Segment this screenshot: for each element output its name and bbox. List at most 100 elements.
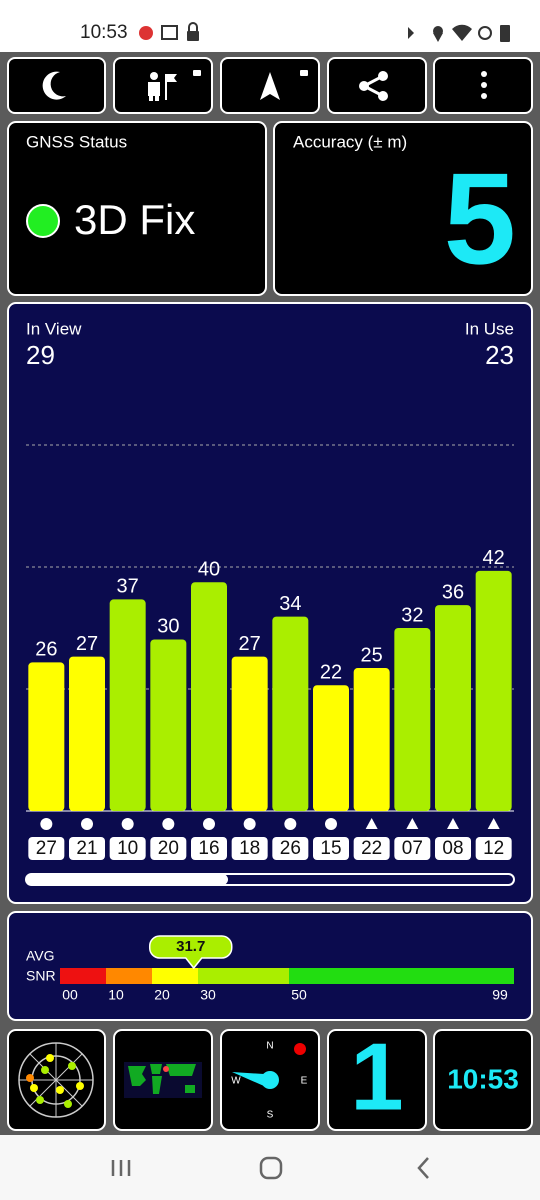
bar (353, 668, 390, 811)
help-button[interactable] (113, 57, 213, 114)
satellite-id-pill (394, 837, 431, 860)
home-button[interactable] (259, 1156, 283, 1180)
recents-button[interactable] (111, 1160, 131, 1176)
satellite-id: 10 (117, 838, 138, 859)
sky-view-icon (18, 1042, 94, 1118)
bar (28, 662, 65, 811)
bar-value-label: 42 (483, 547, 505, 569)
bar (435, 605, 471, 811)
bar-value-label: 32 (401, 604, 423, 626)
toolbar (7, 57, 533, 114)
snr-label-top: AVG (26, 948, 55, 964)
snr-scale-segment (106, 968, 152, 984)
bar (475, 570, 512, 811)
satellite-id-pill (313, 837, 349, 860)
satellite-id-pill (150, 837, 187, 860)
gnss-status-panel (7, 121, 267, 296)
satellite-id: 15 (320, 838, 341, 859)
status-bar (0, 0, 540, 52)
satellite-id: 21 (76, 838, 97, 859)
clock-tile[interactable] (433, 1029, 533, 1131)
back-button[interactable] (417, 1157, 429, 1179)
constellation-marker (243, 818, 256, 830)
bar-value-label: 27 (76, 633, 98, 655)
satellite-id-pill (109, 837, 146, 860)
bar-value-label: 27 (239, 633, 261, 655)
constellation-marker (121, 818, 134, 830)
snr-tick-label: 10 (108, 987, 124, 1003)
constellation-marker (284, 818, 297, 830)
satellite-id: 22 (361, 838, 382, 859)
satellite-id: 20 (158, 838, 179, 859)
snr-tick-label: 00 (62, 987, 78, 1003)
gnss-status-label: GNSS Status (26, 132, 127, 151)
bar (69, 656, 105, 811)
bar (272, 616, 309, 811)
satellite-id-pill (435, 837, 471, 860)
count-value: 1 (350, 1023, 403, 1130)
scroll-thumb[interactable] (26, 874, 228, 885)
bar (231, 656, 268, 811)
snr-tick-label: 50 (291, 987, 307, 1003)
in-use-label: In Use (465, 319, 514, 338)
snr-label-bottom: SNR (26, 968, 56, 984)
satellite-id-pill (69, 837, 105, 860)
constellation-marker (447, 818, 459, 829)
count-tile[interactable] (327, 1029, 427, 1131)
snr-gauge: 00 10 20 30 50 99 31.7 (60, 935, 514, 1003)
bar (150, 639, 187, 811)
compass-east: E (301, 1076, 308, 1087)
nav-icons (111, 1156, 429, 1180)
bar-value-label: 26 (35, 639, 57, 661)
constellation-marker (40, 818, 53, 830)
bar-value-label: 30 (157, 616, 179, 638)
compass-west: W (231, 1076, 241, 1087)
bar (394, 628, 431, 811)
snr-tick-label: 20 (154, 987, 170, 1003)
satellite-id: 26 (280, 838, 301, 859)
constellation-marker (162, 818, 175, 830)
satellite-id: 27 (36, 838, 57, 859)
clock-value: 10:53 (447, 1063, 519, 1094)
bar-value-label: 36 (442, 581, 464, 603)
satellite-id: 07 (402, 838, 423, 859)
snr-average-value: 31.7 (176, 938, 205, 955)
satellite-id: 12 (483, 838, 504, 859)
satellite-id-pill (191, 837, 227, 860)
snr-scale-segment (60, 968, 106, 984)
constellation-marker (365, 818, 378, 829)
satellite-id: 08 (442, 838, 463, 859)
accuracy-value: 5 (444, 145, 516, 291)
constellation-marker (81, 818, 93, 830)
compass-north: N (266, 1041, 273, 1052)
satellite-id-pill (231, 837, 268, 860)
satellite-id: 18 (239, 838, 260, 859)
snr-scale-segment (198, 968, 289, 984)
nav-bar (0, 1135, 540, 1200)
map-icon (124, 1062, 202, 1098)
gnss-status-value: 3D Fix (74, 196, 195, 243)
snr-panel (7, 911, 533, 1021)
constellation-marker (406, 818, 419, 829)
satellite-id-pill (28, 837, 65, 860)
compass-icon (232, 1043, 306, 1089)
snr-tick-label: 99 (492, 987, 508, 1003)
fix-indicator (26, 204, 60, 238)
bar-value-label: 37 (117, 576, 139, 598)
toolbar-icons (42, 70, 487, 101)
share-button[interactable] (327, 57, 427, 114)
accuracy-panel (273, 121, 533, 296)
snr-average-marker (148, 935, 233, 970)
bar (313, 685, 349, 811)
snr-chart: 26 27 27 21 37 10 30 20 40 16 27 18 34 26 22 15 25 22 32 07… (26, 444, 514, 860)
compass-south: S (267, 1110, 274, 1121)
night-mode-button[interactable] (7, 57, 106, 114)
satellite-id-pill (475, 837, 512, 860)
snr-scale-segment (289, 968, 514, 984)
constellation-marker (487, 818, 500, 829)
bar (191, 582, 227, 811)
constellation-marker (203, 818, 215, 830)
bar (109, 599, 146, 811)
